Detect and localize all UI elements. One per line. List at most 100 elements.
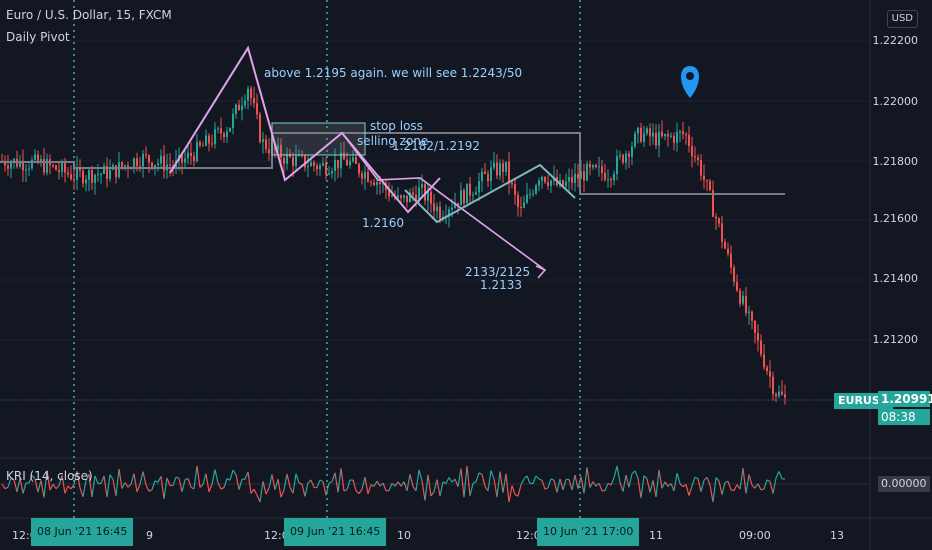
kri-line-segment: [415, 469, 420, 491]
candle-body: [58, 170, 60, 172]
candle-body: [721, 223, 723, 242]
candle-body: [460, 190, 462, 206]
annotation-level-1[interactable]: 1.2160: [362, 216, 404, 230]
annotation-selling-zone[interactable]: selling zone: [357, 134, 429, 148]
candle-body: [439, 206, 441, 219]
kri-line-segment: [79, 487, 84, 497]
kri-line-segment: [85, 474, 90, 481]
candle-body: [505, 161, 507, 172]
kri-line-segment: [148, 489, 153, 492]
candle-body: [676, 131, 678, 143]
candle-body: [367, 171, 369, 182]
kri-line-segment: [748, 474, 753, 486]
kri-line-segment: [235, 474, 240, 490]
kri-line-segment: [658, 469, 663, 489]
candle-body: [10, 163, 12, 169]
kri-line-segment: [412, 485, 417, 492]
kri-line-segment: [421, 480, 426, 501]
kri-line-segment: [580, 476, 585, 494]
candle-body: [94, 174, 96, 183]
candle-body: [685, 134, 687, 136]
candle-body: [514, 184, 516, 195]
kri-line-segment: [181, 479, 186, 492]
candle-body: [193, 156, 195, 161]
kri-line-segment: [739, 468, 744, 490]
kri-line-segment: [688, 485, 693, 496]
candle-body: [277, 144, 279, 150]
candle-body: [763, 354, 765, 368]
kri-line-segment: [751, 484, 756, 489]
kri-line-segment: [316, 479, 321, 488]
kri-line-segment: [508, 485, 513, 503]
annotation-stop-loss[interactable]: stop loss: [370, 119, 423, 133]
kri-line-segment: [391, 482, 396, 487]
candle-body: [340, 152, 342, 169]
kri-line-segment: [463, 465, 468, 498]
kri-line-segment: [223, 478, 228, 488]
candle-body: [700, 159, 702, 176]
kri-line-segment: [775, 471, 780, 479]
candle-body: [310, 162, 312, 167]
candle-body: [619, 154, 621, 157]
kri-line-segment: [157, 476, 162, 483]
candle-body: [493, 162, 495, 168]
currency-label[interactable]: USD: [886, 10, 918, 28]
y-tick: 1.22200: [872, 34, 919, 47]
candle-body: [118, 162, 120, 178]
y-tick: 1.21400: [872, 272, 919, 285]
kri-line-segment: [589, 481, 594, 488]
kri-legend[interactable]: KRI (14, close): [6, 469, 93, 483]
candle-body: [163, 155, 165, 171]
annotation-level-2[interactable]: 2133/2125: [465, 265, 531, 279]
candle-body: [712, 189, 714, 217]
candle-body: [43, 159, 45, 173]
kri-line-segment: [82, 480, 87, 497]
kri-line-segment: [166, 477, 171, 486]
candle-body: [409, 192, 411, 203]
candle-body: [88, 170, 90, 180]
candle-body: [391, 195, 393, 197]
candle-body: [631, 146, 633, 157]
kri-line-segment: [406, 474, 411, 491]
kri-line-segment: [763, 479, 768, 490]
kri-line-segment: [700, 480, 705, 492]
candle-body: [76, 166, 78, 180]
kri-line-segment: [46, 470, 51, 491]
kri-line-segment: [217, 482, 222, 490]
kri-line-segment: [118, 468, 123, 489]
candle-body: [757, 332, 759, 341]
kri-line-segment: [160, 476, 165, 499]
kri-line-segment: [691, 476, 696, 487]
kri-line-segment: [91, 475, 96, 497]
candle-body: [124, 165, 126, 167]
kri-line-segment: [769, 481, 774, 494]
candle-body: [781, 391, 783, 395]
kri-line-segment: [574, 474, 579, 489]
kri-line-segment: [520, 478, 525, 486]
candle-body: [406, 195, 408, 203]
kri-line-segment: [40, 480, 45, 498]
candle-body: [136, 158, 138, 167]
kri-line-segment: [736, 484, 741, 490]
annotation-zone-range[interactable]: 1.2182/1.2192: [392, 139, 481, 153]
candle-body: [523, 202, 525, 208]
kri-line-segment: [712, 477, 717, 503]
candle-body: [283, 157, 285, 164]
candle-body: [355, 157, 357, 164]
kri-line-segment: [73, 471, 78, 485]
kri-line-segment: [208, 484, 213, 493]
candle-body: [19, 161, 21, 167]
candle-body: [238, 104, 240, 111]
x-tick: 12:0: [516, 529, 541, 542]
annotation-target[interactable]: above 1.2195 again. we will see 1.2243/5…: [264, 66, 523, 80]
candle-body: [265, 139, 267, 150]
candle-body: [151, 162, 153, 169]
candle-body: [160, 155, 162, 164]
annotation-level-3[interactable]: 1.2133: [480, 278, 522, 292]
candle-body: [106, 165, 108, 180]
candle-body: [433, 203, 435, 212]
candle-body: [70, 174, 72, 180]
kri-line-segment: [31, 475, 36, 479]
candle-body: [418, 187, 420, 202]
